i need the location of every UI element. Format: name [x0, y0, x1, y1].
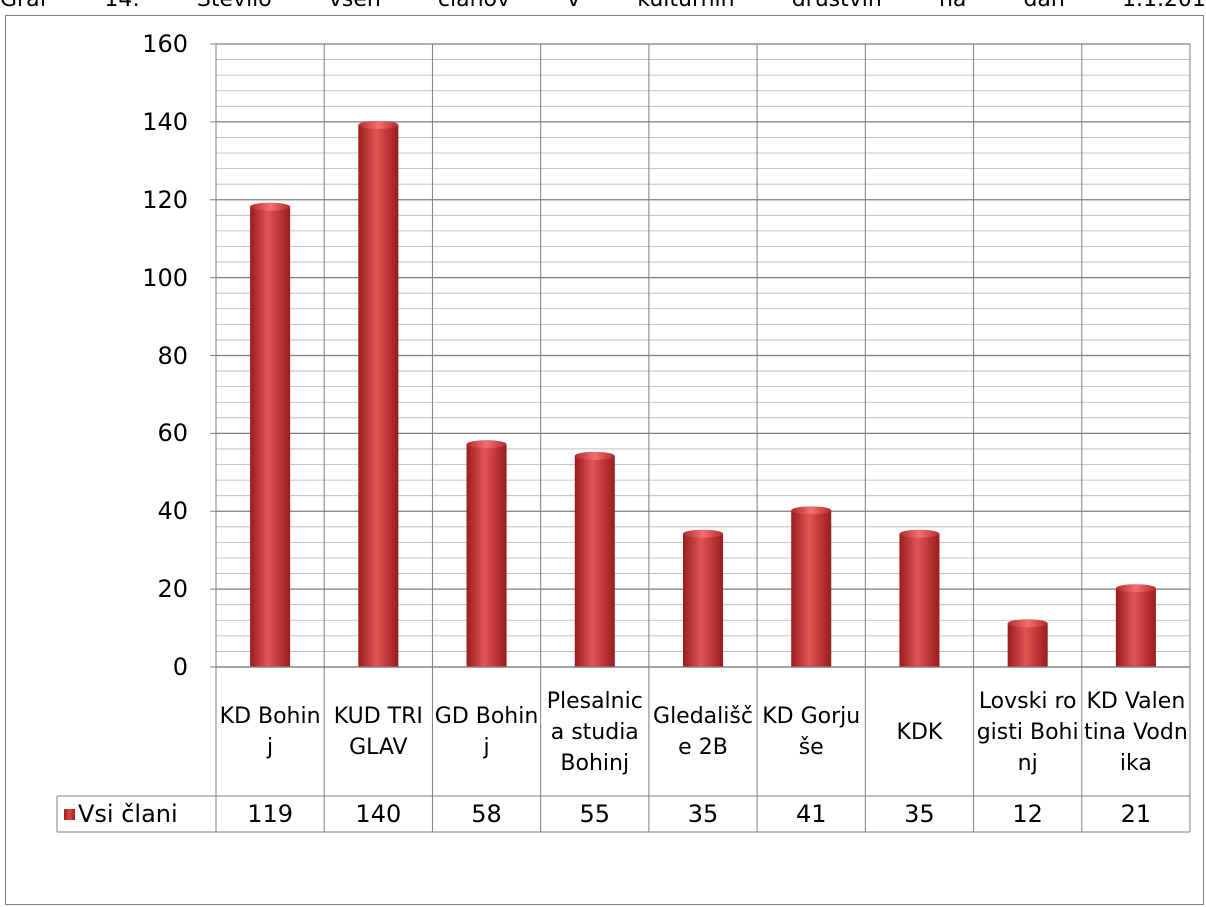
caption-word: dan	[1023, 0, 1064, 17]
data-table-value: 140	[355, 800, 402, 828]
caption-word: 14:	[104, 0, 139, 17]
data-table-value: 35	[904, 800, 935, 828]
bar-cap	[899, 529, 940, 538]
bar	[682, 533, 724, 667]
x-category-label: KDK	[896, 719, 943, 745]
bar	[1007, 623, 1048, 667]
bar-cap	[1007, 619, 1048, 628]
caption-word: na	[939, 0, 966, 17]
x-category-label: Plesalnica studia Bohinj	[546, 688, 643, 776]
x-category-label: GD Bohinj	[434, 704, 539, 760]
bar	[791, 510, 832, 667]
bar-cap	[791, 506, 832, 515]
bar	[1115, 588, 1156, 667]
bar-cap	[682, 529, 724, 538]
bar-cap	[1115, 584, 1156, 593]
caption-word: društvih	[792, 0, 882, 17]
y-tick-label: 0	[172, 653, 188, 681]
x-category-label: KD Gorjuše	[762, 704, 861, 760]
caption-word: Število	[197, 0, 272, 17]
data-table-value: 58	[471, 800, 502, 828]
caption-word: kulturnih	[637, 0, 734, 17]
legend-swatch	[64, 808, 75, 820]
bar	[358, 124, 399, 667]
bar-cap	[358, 120, 399, 129]
caption-word: članov	[438, 0, 510, 17]
x-category-label: Gledališče 2B	[653, 704, 753, 760]
legend-label: Vsi člani	[78, 800, 178, 828]
bar	[899, 533, 940, 667]
bar	[250, 206, 291, 668]
x-category-label: KUD TRIGLAV	[333, 704, 423, 760]
data-table-value: 21	[1120, 800, 1152, 828]
bar-cap	[250, 202, 291, 211]
data-table-value: 55	[579, 800, 611, 828]
bar	[574, 455, 615, 667]
y-tick-label: 60	[157, 419, 188, 448]
bar	[466, 444, 507, 667]
data-table-value: 119	[247, 800, 294, 828]
x-category-label: KD Bohinj	[219, 704, 321, 760]
caption-word: vseh	[329, 0, 381, 17]
y-tick-label: 140	[142, 107, 188, 136]
x-category-label: KD Valentina Vodnika	[1083, 688, 1188, 776]
bar-cap	[574, 451, 615, 460]
figure-caption: Graf 14: Število vseh članov v kulturnih društv…	[0, 0, 1206, 17]
caption-word: Graf	[0, 0, 47, 17]
y-tick-label: 120	[142, 185, 188, 214]
legend-cell: Vsi člani	[57, 796, 216, 832]
y-tick-label: 100	[142, 263, 188, 292]
bar-cap	[466, 440, 507, 449]
data-table-value: 35	[687, 800, 719, 828]
x-category-label: Lovski rogisti Bohinj	[976, 688, 1079, 776]
data-table-value: 41	[795, 800, 827, 828]
caption-word: v	[567, 0, 580, 17]
y-tick-label: 20	[157, 575, 188, 604]
y-tick-label: 80	[157, 341, 188, 370]
y-tick-label: 160	[142, 30, 188, 58]
caption-word: 1.1.201	[1122, 0, 1206, 17]
y-tick-label: 40	[157, 497, 188, 526]
data-table-value: 12	[1012, 800, 1043, 828]
